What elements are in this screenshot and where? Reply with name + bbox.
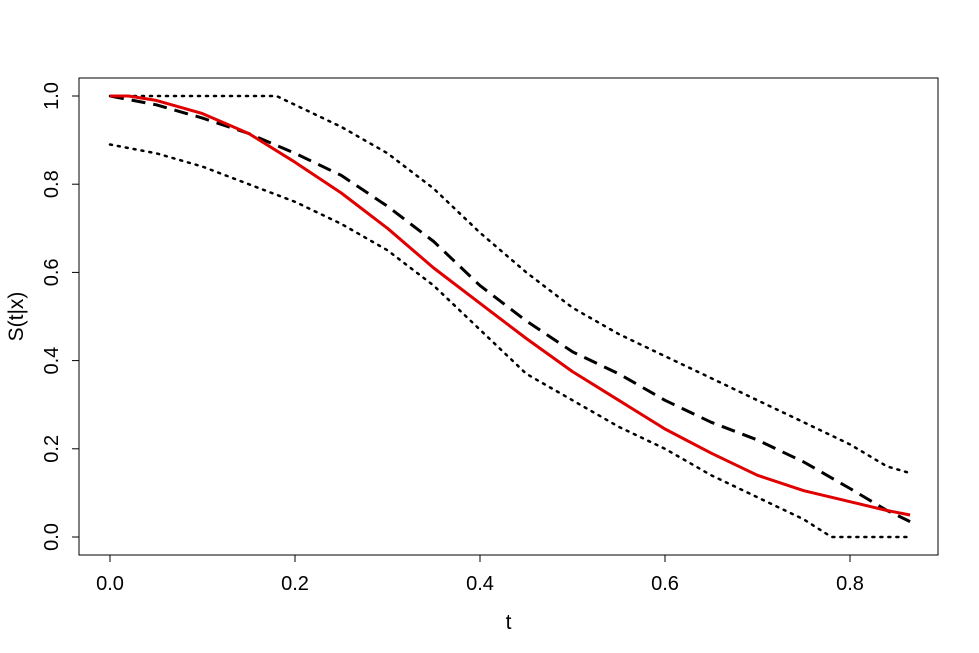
y-tick-label: 0.0 bbox=[41, 523, 63, 551]
x-axis: 0.0 0.2 0.4 0.6 0.8 bbox=[96, 554, 864, 595]
y-tick-label: 0.2 bbox=[41, 435, 63, 463]
y-tick-label: 0.8 bbox=[41, 170, 63, 198]
series-dashed-line bbox=[109, 94, 911, 523]
y-tick-label: 1.0 bbox=[41, 82, 63, 110]
series-upper-dotted-line bbox=[108, 94, 912, 475]
x-tick-label: 0.2 bbox=[281, 573, 309, 595]
y-tick-label: 0.4 bbox=[41, 347, 63, 375]
x-axis-title: t bbox=[506, 611, 512, 634]
y-axis-title: S(t|x) bbox=[5, 292, 28, 342]
plot-frame bbox=[78, 77, 939, 556]
y-tick-label: 0.6 bbox=[41, 258, 63, 286]
series-lower-dotted-line bbox=[108, 143, 912, 539]
x-tick-label: 0.0 bbox=[96, 573, 124, 595]
x-tick-label: 0.6 bbox=[651, 573, 679, 595]
x-tick-label: 0.4 bbox=[466, 573, 494, 595]
series-solid-red-line bbox=[110, 94, 911, 517]
series-layer bbox=[108, 94, 912, 539]
x-tick-label: 0.8 bbox=[836, 573, 864, 595]
y-axis: 0.0 0.2 0.4 0.6 0.8 1.0 bbox=[41, 82, 80, 551]
